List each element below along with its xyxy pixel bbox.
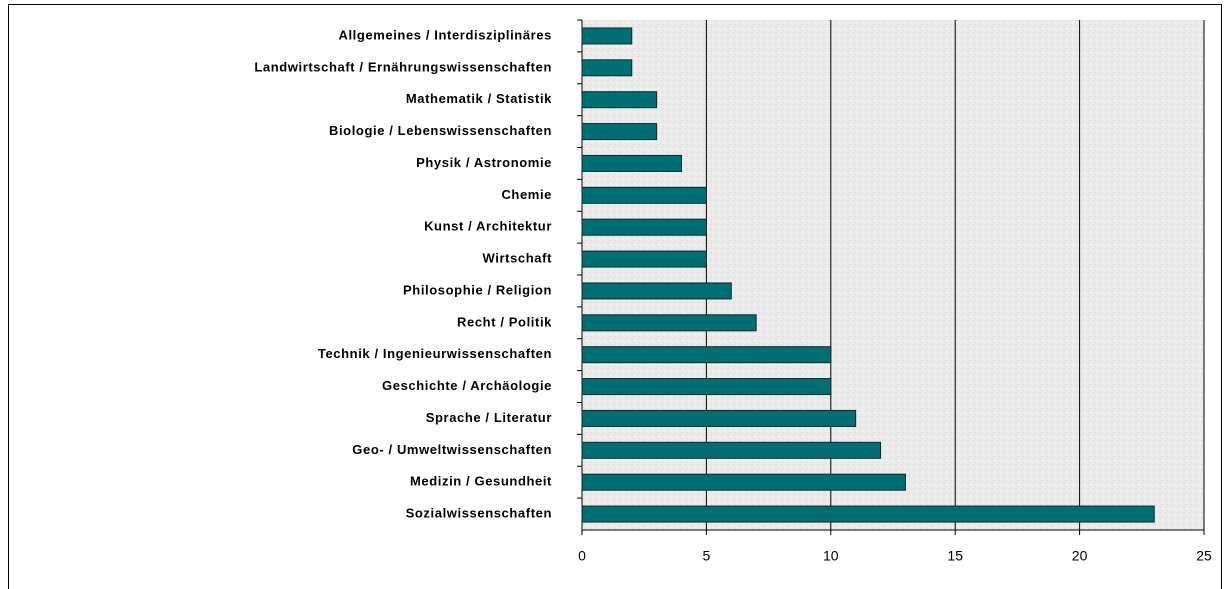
x-tick-label: 25 [1196, 548, 1212, 564]
y-tick-label: Geo- / Umweltwissenschaften [352, 442, 552, 457]
bar [581, 27, 633, 45]
bar [581, 91, 658, 109]
y-tick-label: Technik / Ingenieurwissenschaften [318, 346, 552, 361]
x-tick-label: 10 [823, 548, 839, 564]
bar [581, 59, 633, 77]
y-tick-label: Wirtschaft [483, 251, 553, 266]
y-tick-label: Sprache / Literatur [426, 410, 552, 425]
x-tick-label: 0 [578, 548, 586, 564]
y-tick-label: Allgemeines / Interdisziplinäres [338, 27, 552, 42]
bar [581, 186, 707, 204]
bar [581, 282, 732, 300]
bar [581, 441, 882, 459]
x-tick-label: 5 [703, 548, 711, 564]
y-tick-label: Kunst / Architektur [424, 219, 552, 234]
bar [581, 505, 1155, 523]
bar [581, 250, 707, 268]
x-tick-label: 20 [1072, 548, 1088, 564]
y-tick-label: Philosophie / Religion [403, 282, 552, 297]
bar [581, 218, 707, 236]
y-tick-label: Biologie / Lebenswissenschaften [329, 123, 552, 138]
y-tick-label: Recht / Politik [457, 314, 552, 329]
y-tick-label: Landwirtschaft / Ernährungswissenschafte… [254, 59, 552, 74]
bar [581, 346, 832, 364]
y-tick-label: Geschichte / Archäologie [382, 378, 552, 393]
bar [581, 409, 857, 427]
bar [581, 473, 906, 491]
bar [581, 123, 658, 141]
bar [581, 378, 832, 396]
y-tick-label: Mathematik / Statistik [406, 91, 552, 106]
y-tick-label: Medizin / Gesundheit [410, 474, 552, 489]
y-tick-label: Chemie [501, 187, 552, 202]
bar [581, 154, 683, 172]
y-tick-label: Sozialwissenschaften [406, 506, 552, 521]
bar [581, 314, 757, 332]
y-tick-label: Physik / Astronomie [416, 155, 552, 170]
x-tick-label: 15 [947, 548, 963, 564]
